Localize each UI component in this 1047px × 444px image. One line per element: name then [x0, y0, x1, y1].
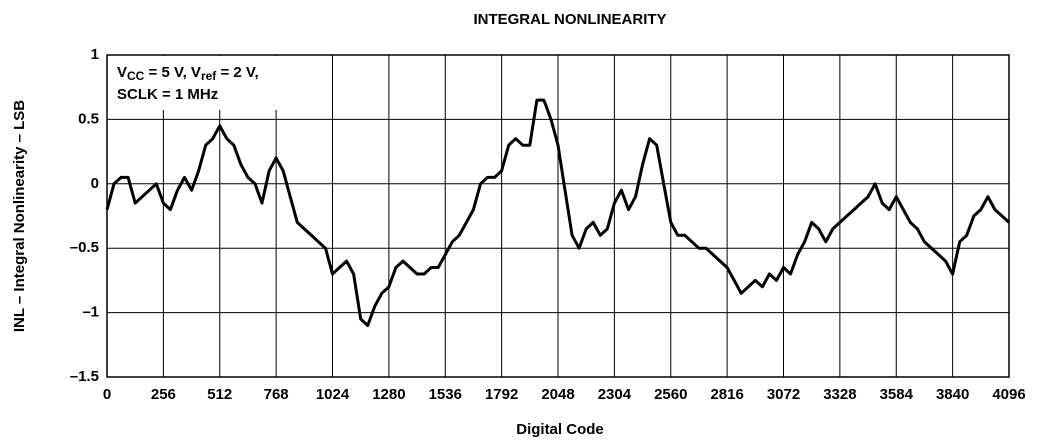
x-tick-label: 0	[103, 386, 111, 403]
y-tick-label: 1	[91, 46, 99, 63]
annotation-part: = 5 V, V	[144, 64, 201, 81]
x-tick-label: 3840	[936, 386, 969, 403]
y-tick-label: –1.5	[70, 368, 99, 385]
annotation-part: V	[117, 64, 127, 81]
x-tick-label: 2816	[710, 386, 743, 403]
plot-frame	[106, 54, 1010, 378]
x-tick-label: 4096	[992, 386, 1025, 403]
annotation-part: = 2 V,	[216, 64, 258, 81]
annotation: VCC = 5 V, Vref = 2 V,	[117, 64, 259, 83]
annotation-part: CC	[127, 69, 145, 83]
annotation-part: ref	[201, 69, 217, 83]
x-tick-label: 3584	[880, 386, 914, 403]
x-tick-label: 1280	[372, 386, 405, 403]
x-tick-label: 1792	[485, 386, 518, 403]
x-tick-label: 512	[207, 386, 232, 403]
x-tick-label: 2304	[598, 386, 632, 403]
y-tick-label: 0.5	[78, 110, 99, 127]
y-tick-label: –1	[82, 304, 99, 321]
x-tick-label: 1536	[429, 386, 462, 403]
x-tick-label: 768	[264, 386, 289, 403]
y-tick-label: –0.5	[70, 239, 99, 256]
y-tick-label: 0	[91, 175, 99, 192]
x-tick-label: 256	[151, 386, 176, 403]
x-tick-label: 3328	[823, 386, 856, 403]
x-tick-label: 2048	[541, 386, 574, 403]
y-axis-label: INL – Integral Nonlinearity – LSB	[11, 100, 28, 332]
x-tick-label: 3072	[767, 386, 800, 403]
x-tick-label: 2560	[654, 386, 687, 403]
x-tick-label: 1024	[316, 386, 350, 403]
data-line	[105, 98, 1011, 327]
annotation-part: SCLK = 1 MHz	[117, 86, 218, 103]
annotation-box	[108, 56, 280, 110]
annotation: SCLK = 1 MHz	[117, 86, 218, 103]
x-axis-label: Digital Code	[516, 421, 604, 438]
chart-title: INTEGRAL NONLINEARITY	[473, 11, 666, 28]
